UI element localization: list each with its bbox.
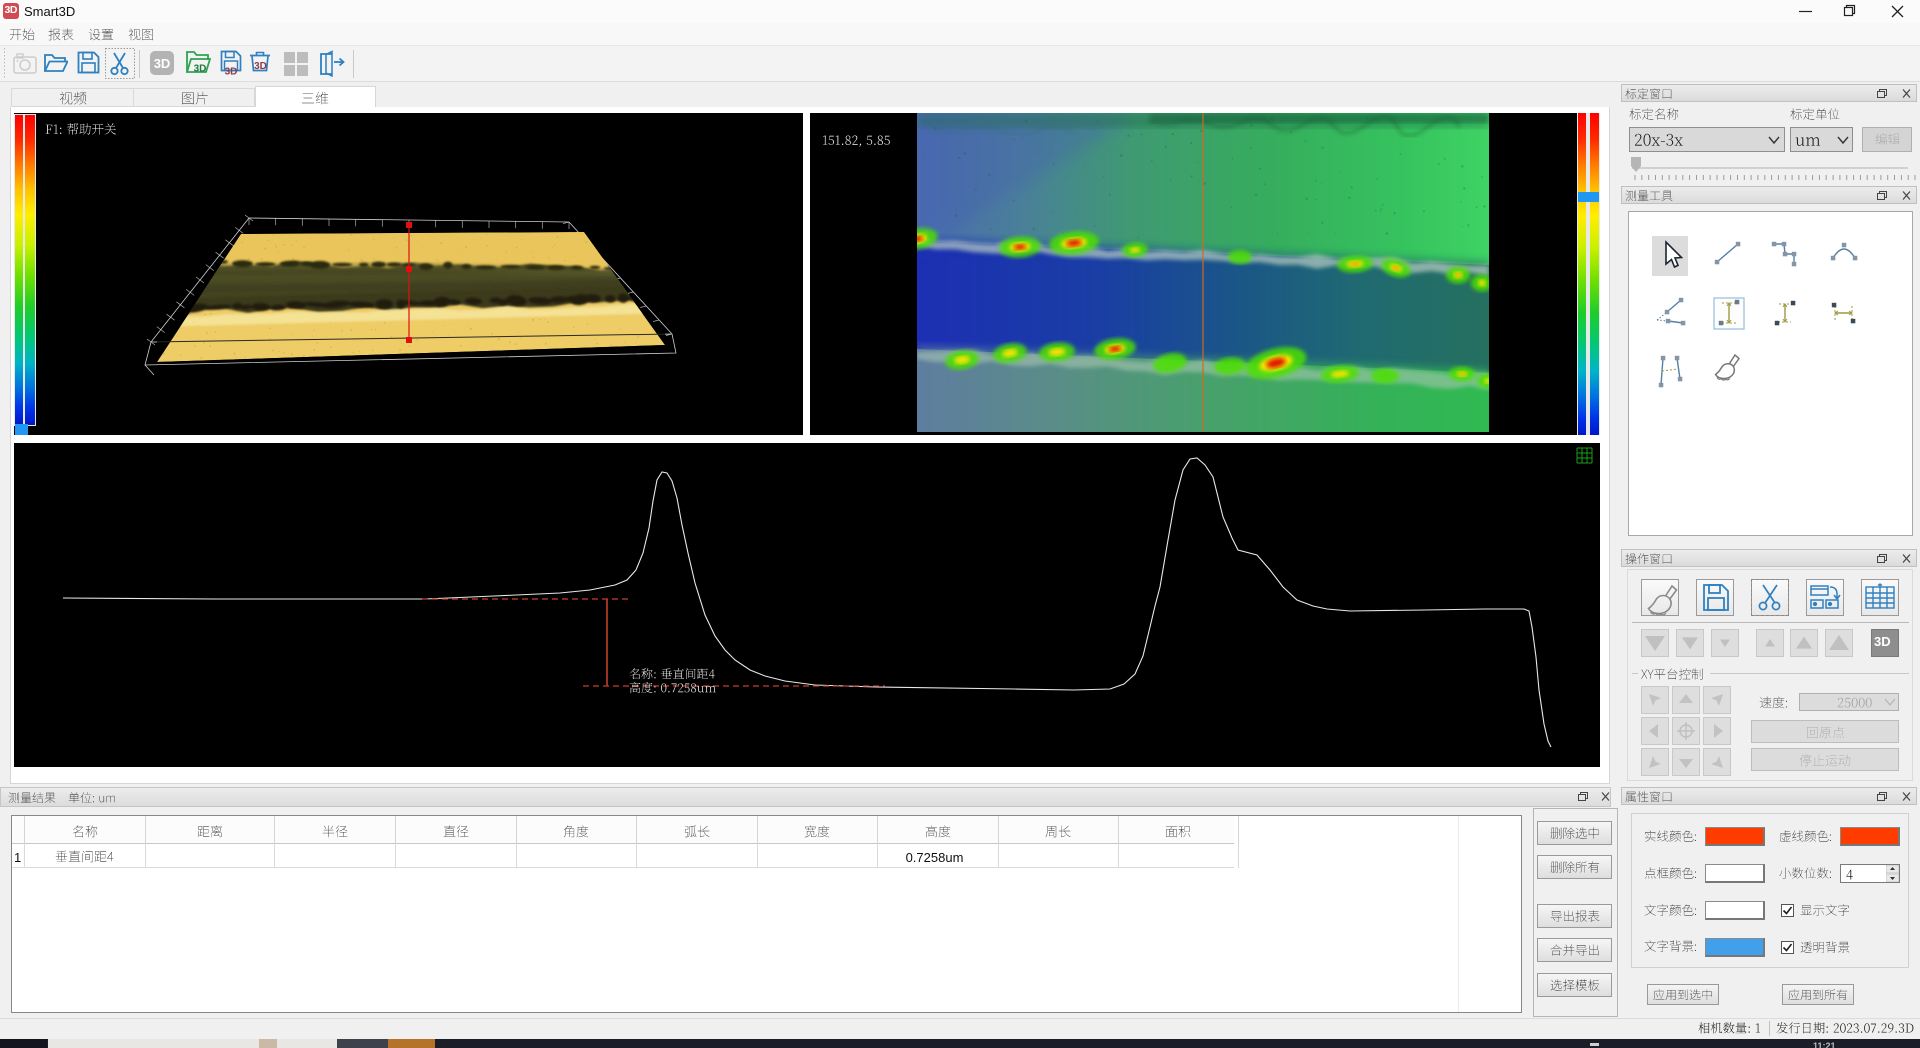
- svg-text:3D: 3D: [154, 56, 171, 71]
- svg-text:3D: 3D: [194, 64, 207, 75]
- svg-text:3D: 3D: [225, 67, 238, 77]
- svg-text:3D: 3D: [254, 61, 267, 72]
